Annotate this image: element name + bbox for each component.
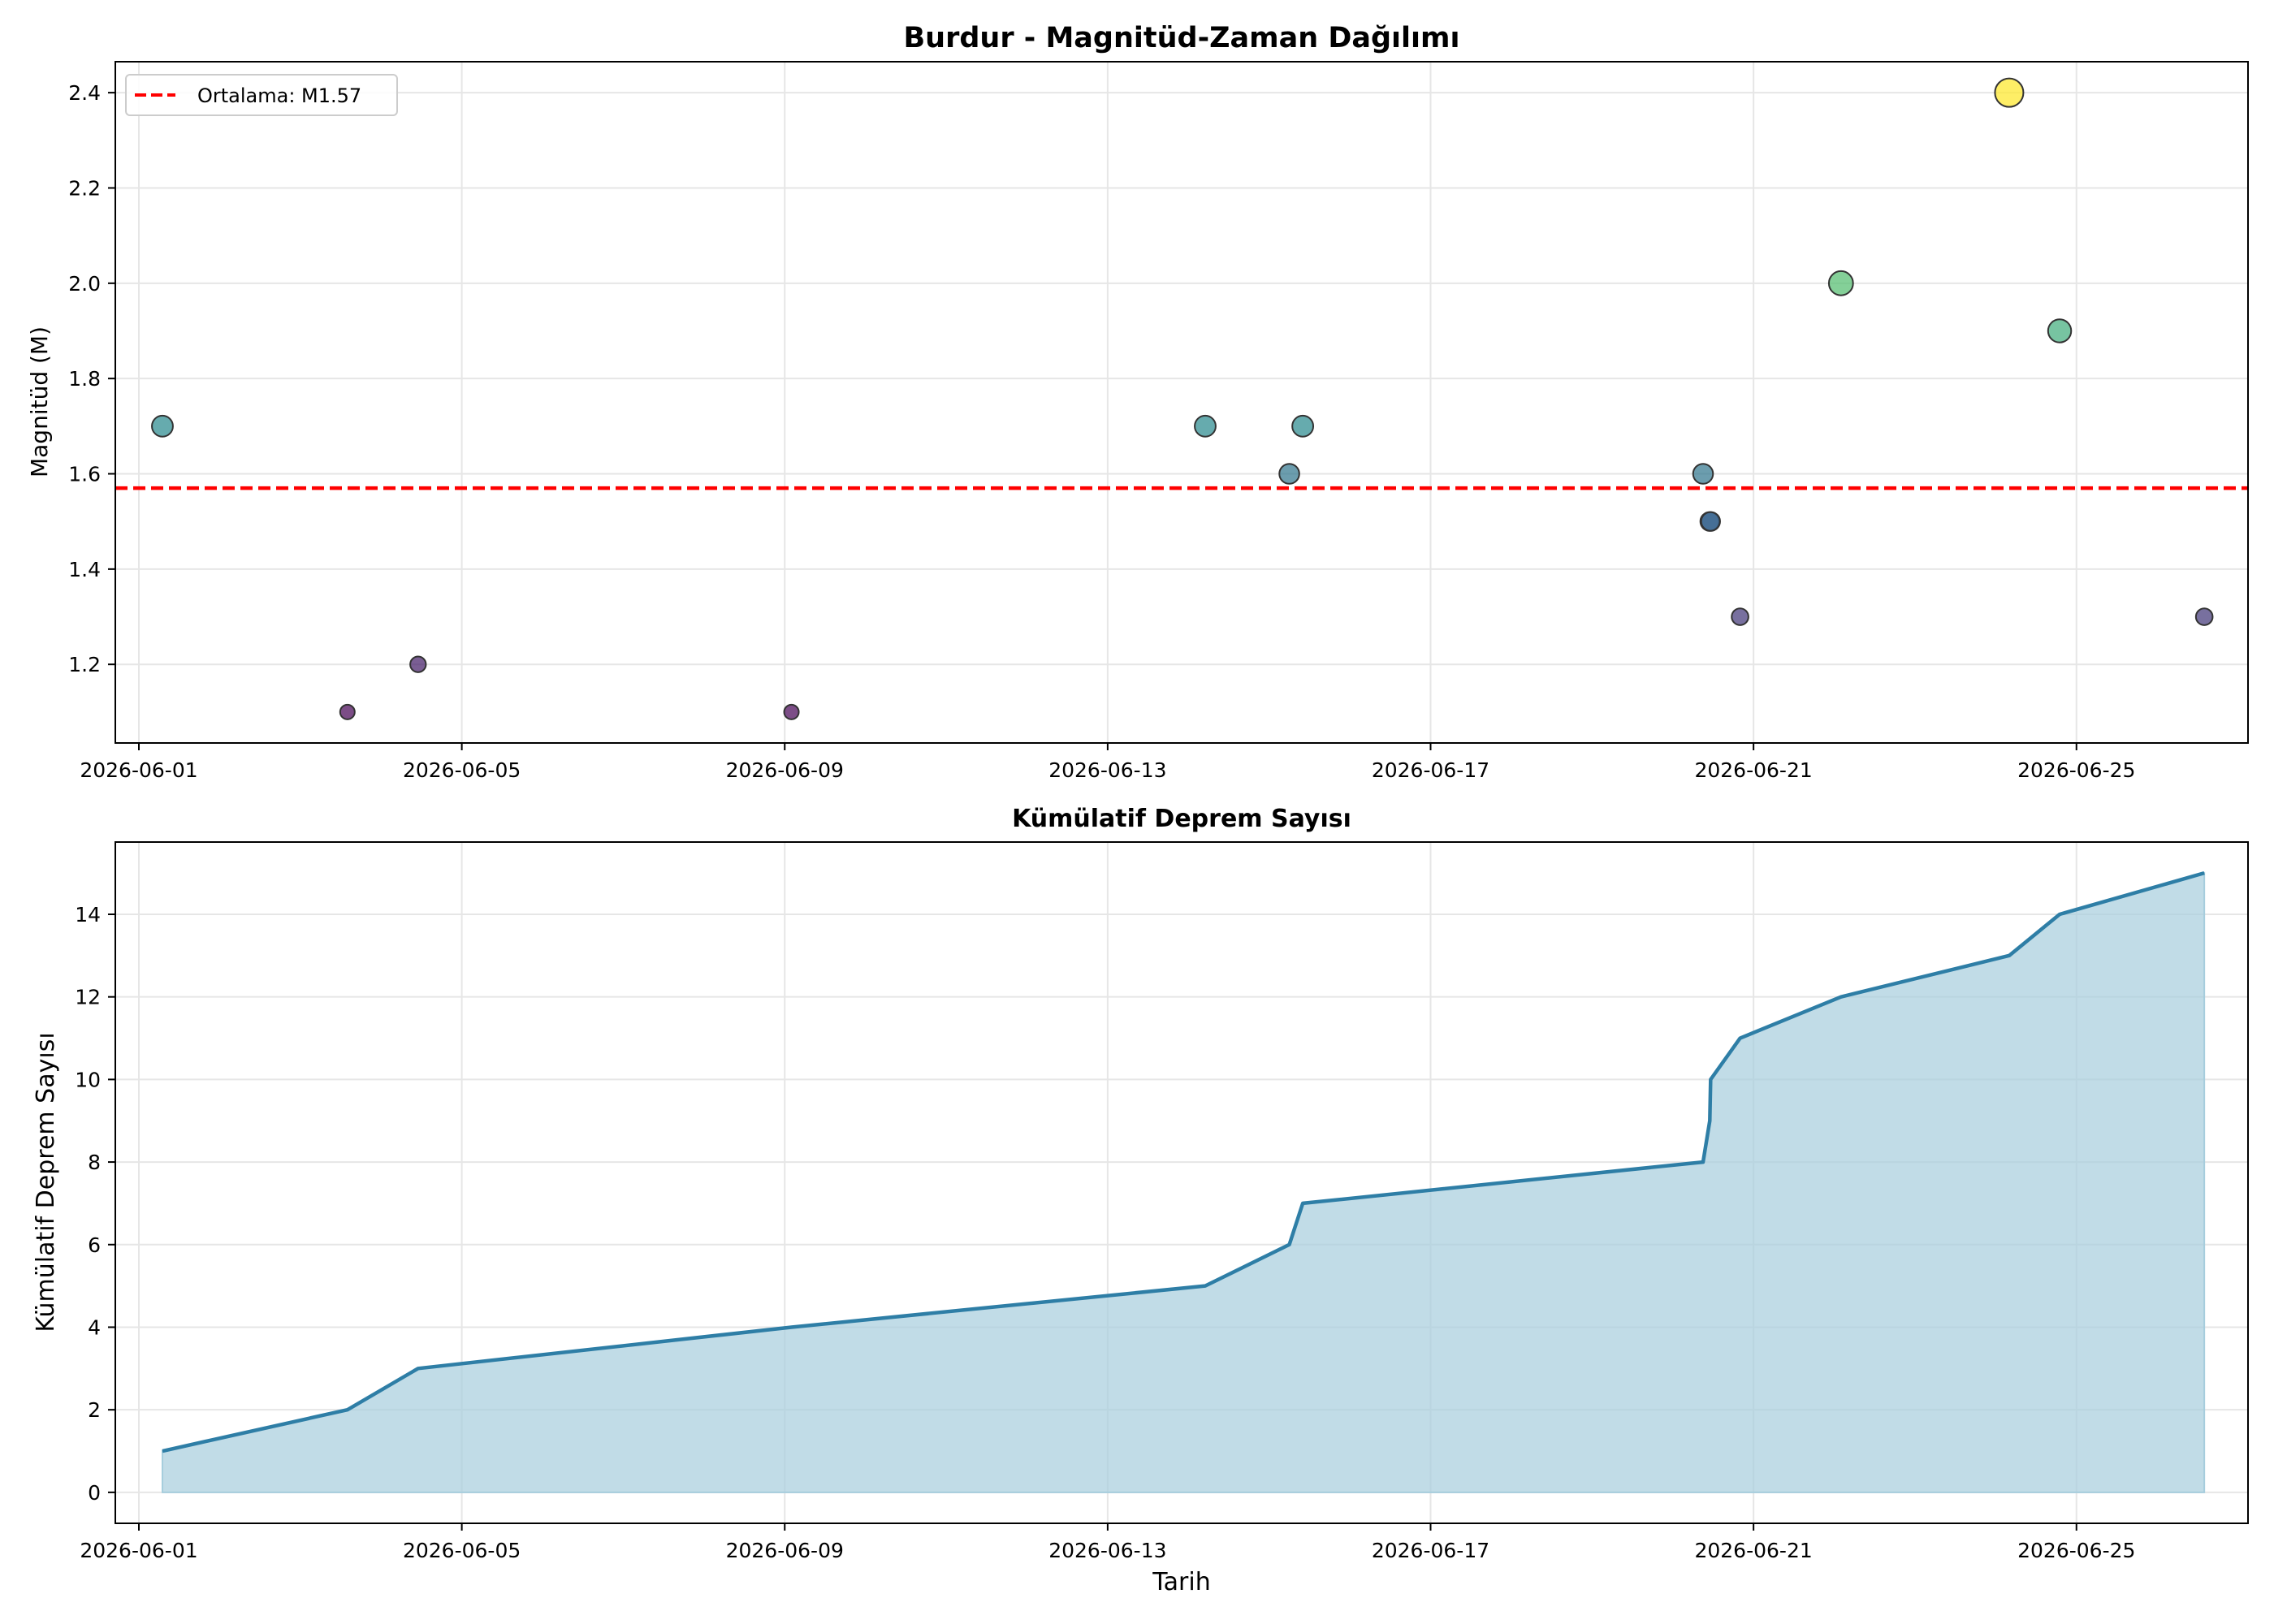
earthquake-point [1700,511,1721,532]
earthquake-point [1731,607,1749,626]
bottom-y-axis-label: Kümülatif Deprem Sayısı [32,1032,60,1332]
bottom-y-tick-label: 14 [75,903,101,926]
top-x-tick-label: 2026-06-21 [1694,758,1812,782]
earthquake-point [151,414,174,438]
earthquake-point [1291,414,1315,438]
earthquake-point [339,703,356,720]
top-legend: Ortalama: M1.57 [125,74,398,116]
earthquake-point [1994,77,2025,108]
top-y-axis-label: Magnitüd (M) [26,326,53,477]
earthquake-point [2194,607,2214,626]
bottom-y-tick-label: 12 [75,986,101,1009]
top-y-tick-label: 1.6 [68,463,101,486]
top-x-tick-label: 2026-06-13 [1048,758,1166,782]
bottom-x-tick-label: 2026-06-09 [726,1539,844,1562]
top-x-ticks: 2026-06-01 2026-06-05 2026-06-09 2026-06-13… [80,743,2135,782]
top-y-ticks: 1.2 1.4 1.6 1.8 2.0 2.2 2.4 [68,81,115,676]
top-y-tick-label: 2.0 [68,272,101,296]
legend-mean-label: Ortalama: M1.57 [197,84,361,107]
bottom-x-tick-label: 2026-06-13 [1048,1539,1166,1562]
bottom-x-tick-label: 2026-06-17 [1372,1539,1489,1562]
bottom-y-tick-label: 10 [75,1068,101,1091]
bottom-y-tick-label: 2 [88,1398,101,1422]
bottom-area-layer [161,870,2206,1493]
earthquake-point [1827,270,1854,296]
earthquake-point [1194,414,1217,438]
earthquake-point [783,703,800,720]
bottom-x-tick-label: 2026-06-21 [1694,1539,1812,1562]
top-y-tick-label: 1.2 [68,653,101,676]
top-x-tick-label: 2026-06-09 [726,758,844,782]
bottom-y-tick-label: 6 [88,1233,101,1257]
earthquake-point [409,655,427,673]
top-y-tick-label: 2.2 [68,176,101,200]
top-grid [115,62,2248,743]
bottom-chart-title: Kümülatif Deprem Sayısı [1012,805,1351,833]
legend-box [125,74,398,116]
top-y-tick-label: 1.8 [68,367,101,391]
earthquake-point [1692,463,1714,485]
top-x-tick-label: 2026-06-01 [80,758,197,782]
cumulative-count-panel: Kümülatif Deprem Sayısı 2026-06-01 2026-0… [32,805,2249,1596]
top-x-tick-label: 2026-06-25 [2017,758,2135,782]
cumulative-line [162,870,2205,1453]
top-y-tick-label: 2.4 [68,81,101,105]
bottom-y-tick-label: 4 [88,1315,101,1339]
bottom-x-tick-label: 2026-06-05 [403,1539,521,1562]
bottom-x-tick-label: 2026-06-25 [2017,1539,2135,1562]
top-plot-frame [115,61,2249,744]
bottom-y-tick-label: 0 [88,1481,101,1505]
bottom-x-axis-label: Tarih [1152,1568,1210,1596]
earthquake-point [1278,463,1300,485]
bottom-y-ticks: 0 2 4 6 8 10 12 14 [75,903,115,1505]
bottom-plot-frame [115,841,2249,1524]
bottom-x-tick-label: 2026-06-01 [80,1539,197,1562]
bottom-y-tick-label: 8 [88,1151,101,1174]
top-x-tick-label: 2026-06-17 [1372,758,1489,782]
top-points-layer [151,77,2214,720]
top-y-tick-label: 1.4 [68,558,101,581]
earthquake-point [2047,318,2073,343]
top-chart-title: Burdur - Magnitüd-Zaman Dağılımı [904,22,1460,54]
bottom-x-ticks: 2026-06-01 2026-06-05 2026-06-09 2026-06-13… [80,1523,2135,1562]
top-x-tick-label: 2026-06-05 [403,758,521,782]
magnitude-time-panel: Burdur - Magnitüd-Zaman Dağılımı 2026-06… [26,22,2249,782]
